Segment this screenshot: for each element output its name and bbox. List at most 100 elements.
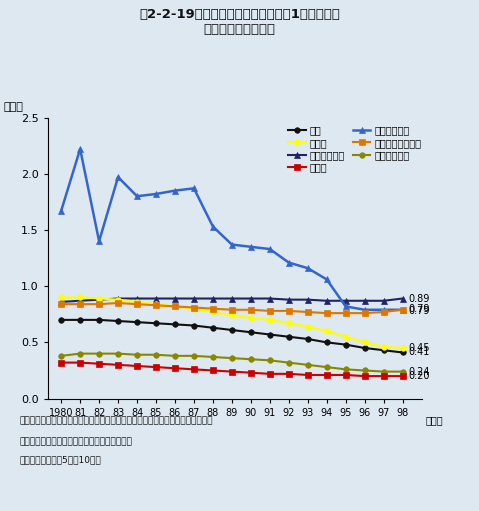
- 全体: [58, 317, 64, 323]
- （国立大学）: [153, 352, 159, 358]
- 民営研究機関: [362, 307, 367, 313]
- 政府研究機関: [96, 296, 102, 303]
- （国立大学）: [381, 368, 387, 375]
- （国立大学）: [248, 356, 254, 362]
- 大学等: [381, 373, 387, 379]
- 全体: [210, 324, 216, 331]
- 全体: [172, 321, 178, 328]
- 全体: [153, 320, 159, 327]
- （国立大学）: [267, 357, 273, 363]
- （国立大学）: [115, 351, 121, 357]
- 大学等: [324, 372, 330, 378]
- 民営研究機関: [153, 191, 159, 197]
- （国営研究機関）: [267, 308, 273, 314]
- （国営研究機関）: [210, 306, 216, 312]
- 民営研究機関: [305, 265, 310, 271]
- 会社等: [191, 306, 197, 312]
- 会社等: [210, 309, 216, 315]
- 大学等: [248, 369, 254, 376]
- （国営研究機関）: [172, 304, 178, 310]
- 全体: [267, 332, 273, 338]
- 民営研究機関: [381, 307, 387, 313]
- （国営研究機関）: [399, 307, 405, 313]
- 民営研究機関: [134, 193, 140, 199]
- 民営研究機関: [248, 244, 254, 250]
- （国立大学）: [172, 353, 178, 359]
- 会社等: [248, 315, 254, 321]
- 政府研究機関: [229, 295, 235, 301]
- （国営研究機関）: [58, 301, 64, 307]
- （国営研究機関）: [248, 307, 254, 313]
- 政府研究機関: [58, 299, 64, 305]
- 全体: [324, 339, 330, 345]
- （国立大学）: [210, 354, 216, 360]
- Text: 注）研究支援者とは，研究補助者，技能者及び研究事務その他の関係者である。: 注）研究支援者とは，研究補助者，技能者及び研究事務その他の関係者である。: [19, 416, 213, 426]
- （国立大学）: [77, 351, 83, 357]
- 会社等: [305, 323, 310, 330]
- 全体: [399, 350, 405, 356]
- （国立大学）: [286, 360, 292, 366]
- （国営研究機関）: [324, 310, 330, 316]
- 民営研究機関: [399, 307, 405, 313]
- （国営研究機関）: [381, 309, 387, 315]
- 政府研究機関: [191, 295, 197, 301]
- Line: 民営研究機関: 民営研究機関: [57, 146, 406, 313]
- （国立大学）: [229, 355, 235, 361]
- 会社等: [172, 304, 178, 310]
- Text: 0.79: 0.79: [408, 304, 430, 314]
- 全体: [134, 319, 140, 325]
- 全体: [362, 345, 367, 351]
- Text: 資料：総務庁統計局「科学技術研究調査報告」: 資料：総務庁統計局「科学技術研究調査報告」: [19, 437, 132, 446]
- 大学等: [229, 368, 235, 375]
- 大学等: [343, 372, 349, 378]
- 政府研究機関: [115, 295, 121, 301]
- 全体: [77, 317, 83, 323]
- （国立大学）: [343, 366, 349, 373]
- 会社等: [286, 320, 292, 327]
- Text: （参照：付属資料5．（10））: （参照：付属資料5．（10））: [19, 456, 101, 465]
- Text: （人）: （人）: [3, 102, 23, 112]
- （国営研究機関）: [153, 302, 159, 308]
- 会社等: [134, 299, 140, 305]
- 会社等: [267, 317, 273, 323]
- （国立大学）: [96, 351, 102, 357]
- Text: 第2-2-19図　我が国における研究者1人当たりの: 第2-2-19図 我が国における研究者1人当たりの: [139, 8, 340, 20]
- （国営研究機関）: [229, 307, 235, 313]
- 大学等: [305, 372, 310, 378]
- 政府研究機関: [286, 296, 292, 303]
- 民営研究機関: [267, 246, 273, 252]
- 政府研究機関: [381, 298, 387, 304]
- 民営研究機関: [191, 185, 197, 192]
- 政府研究機関: [77, 298, 83, 304]
- 会社等: [153, 301, 159, 307]
- Line: 大学等: 大学等: [58, 360, 405, 379]
- （国営研究機関）: [286, 308, 292, 314]
- （国営研究機関）: [96, 301, 102, 307]
- 大学等: [115, 362, 121, 368]
- Text: 研究支援者数の推移: 研究支援者数の推移: [204, 23, 275, 36]
- 会社等: [381, 344, 387, 350]
- （国立大学）: [134, 352, 140, 358]
- 大学等: [134, 363, 140, 369]
- 会社等: [115, 296, 121, 303]
- 大学等: [153, 364, 159, 370]
- 民営研究機関: [210, 223, 216, 229]
- 全体: [191, 322, 197, 329]
- 政府研究機関: [362, 298, 367, 304]
- Text: 0.20: 0.20: [408, 371, 430, 381]
- 会社等: [77, 294, 83, 300]
- Text: 0.24: 0.24: [408, 366, 430, 377]
- 大学等: [362, 373, 367, 379]
- （国立大学）: [191, 353, 197, 359]
- 政府研究機関: [210, 295, 216, 301]
- 大学等: [58, 360, 64, 366]
- 会社等: [399, 345, 405, 351]
- （国立大学）: [58, 353, 64, 359]
- 会社等: [58, 294, 64, 300]
- 大学等: [77, 360, 83, 366]
- 会社等: [343, 334, 349, 340]
- 民営研究機関: [96, 238, 102, 244]
- 大学等: [210, 367, 216, 374]
- Text: （年）: （年）: [425, 415, 443, 426]
- 全体: [115, 318, 121, 324]
